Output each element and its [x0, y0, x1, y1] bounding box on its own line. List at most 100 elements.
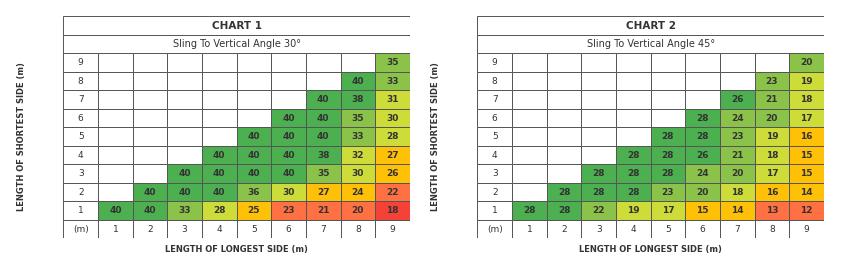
- Bar: [788, 146, 823, 164]
- Text: 22: 22: [592, 206, 604, 215]
- Text: 2: 2: [78, 188, 84, 197]
- Bar: [719, 109, 754, 127]
- Text: 40: 40: [247, 169, 260, 178]
- Bar: [650, 183, 684, 201]
- Bar: [98, 164, 133, 183]
- Bar: [650, 53, 684, 72]
- Text: LENGTH OF LONGEST SIDE (m): LENGTH OF LONGEST SIDE (m): [578, 245, 722, 254]
- Bar: [133, 164, 167, 183]
- Text: 3: 3: [595, 225, 601, 234]
- Text: 28: 28: [695, 132, 708, 141]
- Text: 14: 14: [799, 188, 812, 197]
- Bar: [63, 183, 98, 201]
- Text: 9: 9: [803, 225, 809, 234]
- Text: Sling To Vertical Angle 45°: Sling To Vertical Angle 45°: [586, 39, 714, 49]
- Bar: [650, 146, 684, 164]
- Text: 31: 31: [386, 95, 398, 104]
- Bar: [63, 72, 98, 90]
- Text: 40: 40: [351, 77, 364, 86]
- Bar: [546, 127, 581, 146]
- Bar: [340, 220, 375, 238]
- Bar: [477, 35, 823, 53]
- Bar: [236, 220, 271, 238]
- Text: 19: 19: [765, 132, 777, 141]
- Bar: [271, 109, 306, 127]
- Text: 18: 18: [730, 188, 743, 197]
- Bar: [375, 53, 409, 72]
- Bar: [511, 146, 546, 164]
- Text: 27: 27: [386, 151, 398, 160]
- Text: 8: 8: [768, 225, 774, 234]
- Bar: [202, 90, 236, 109]
- Text: 1: 1: [78, 206, 84, 215]
- Text: 24: 24: [695, 169, 708, 178]
- Bar: [98, 53, 133, 72]
- Bar: [306, 201, 340, 220]
- Bar: [477, 201, 511, 220]
- Bar: [98, 90, 133, 109]
- Text: 40: 40: [178, 188, 191, 197]
- Text: 22: 22: [386, 188, 398, 197]
- Bar: [271, 72, 306, 90]
- Bar: [650, 127, 684, 146]
- Bar: [375, 220, 409, 238]
- Text: 35: 35: [316, 169, 329, 178]
- Bar: [684, 109, 719, 127]
- Text: CHART 2: CHART 2: [625, 21, 675, 31]
- Text: 4: 4: [630, 225, 636, 234]
- Bar: [754, 201, 788, 220]
- Bar: [236, 201, 271, 220]
- Text: LENGTH OF SHORTEST SIDE (m): LENGTH OF SHORTEST SIDE (m): [17, 62, 26, 211]
- Text: 13: 13: [765, 206, 777, 215]
- Bar: [684, 127, 719, 146]
- Bar: [477, 127, 511, 146]
- Bar: [340, 72, 375, 90]
- Bar: [98, 201, 133, 220]
- Text: 40: 40: [282, 151, 295, 160]
- Bar: [511, 220, 546, 238]
- Bar: [236, 146, 271, 164]
- Text: 36: 36: [247, 188, 260, 197]
- Text: 40: 40: [213, 188, 225, 197]
- Bar: [63, 16, 409, 35]
- Text: 8: 8: [354, 225, 360, 234]
- Text: 28: 28: [592, 188, 604, 197]
- Bar: [306, 146, 340, 164]
- Bar: [546, 164, 581, 183]
- Text: 4: 4: [491, 151, 497, 160]
- Text: 4: 4: [216, 225, 222, 234]
- Text: 16: 16: [765, 188, 777, 197]
- Text: 38: 38: [316, 151, 329, 160]
- Text: 20: 20: [695, 188, 708, 197]
- Text: 30: 30: [282, 188, 295, 197]
- Bar: [167, 53, 202, 72]
- Bar: [271, 164, 306, 183]
- Text: 40: 40: [143, 206, 156, 215]
- Bar: [615, 164, 650, 183]
- Bar: [306, 183, 340, 201]
- Bar: [719, 201, 754, 220]
- Text: 33: 33: [178, 206, 191, 215]
- Bar: [375, 90, 409, 109]
- Text: 40: 40: [247, 151, 260, 160]
- Bar: [788, 201, 823, 220]
- Bar: [684, 146, 719, 164]
- Bar: [375, 164, 409, 183]
- Text: 35: 35: [386, 58, 398, 67]
- Text: 8: 8: [78, 77, 84, 86]
- Bar: [754, 146, 788, 164]
- Text: 26: 26: [730, 95, 743, 104]
- Bar: [63, 201, 98, 220]
- Bar: [202, 220, 236, 238]
- Bar: [133, 109, 167, 127]
- Text: 28: 28: [661, 132, 674, 141]
- Text: 17: 17: [799, 114, 812, 122]
- Bar: [202, 164, 236, 183]
- Bar: [581, 53, 615, 72]
- Bar: [546, 72, 581, 90]
- Bar: [236, 127, 271, 146]
- Bar: [167, 201, 202, 220]
- Bar: [340, 53, 375, 72]
- Text: 26: 26: [695, 151, 708, 160]
- Bar: [133, 183, 167, 201]
